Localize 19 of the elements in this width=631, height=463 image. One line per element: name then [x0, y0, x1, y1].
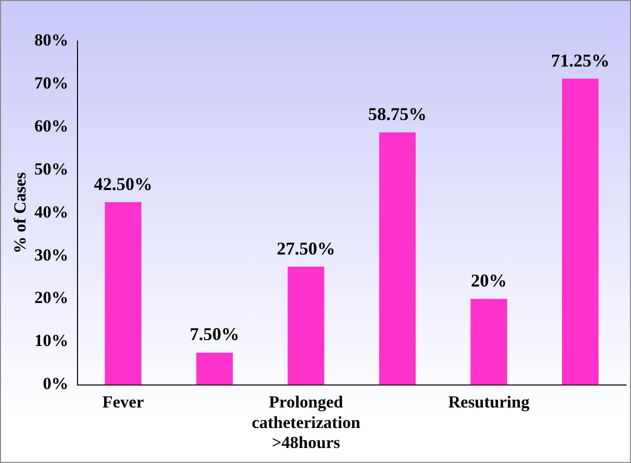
- y-tick-label: 70%: [34, 73, 68, 92]
- y-tick-label: 80%: [34, 30, 68, 50]
- data-label: 20%: [470, 270, 507, 291]
- y-axis-title: % of Cases: [10, 172, 30, 254]
- y-tick-label: 60%: [34, 116, 68, 136]
- x-tick-label: Resuturing: [448, 392, 530, 412]
- data-label: 42.50%: [94, 174, 152, 194]
- y-tick-label: 30%: [34, 245, 68, 264]
- data-label: 27.50%: [276, 238, 336, 258]
- x-tick-label: Fever: [102, 392, 144, 412]
- data-label: 58.75%: [368, 104, 427, 124]
- data-label: 71.25%: [551, 50, 610, 70]
- y-tick-label: 50%: [34, 159, 68, 178]
- y-tick-label: 0%: [42, 374, 68, 394]
- y-tick-label: 40%: [34, 202, 68, 222]
- x-tick-label: Prolonged catheterization >48hours: [252, 392, 361, 452]
- data-label: 7.50%: [190, 324, 240, 344]
- y-tick-label: 10%: [34, 331, 68, 350]
- y-tick-label: 20%: [34, 288, 68, 308]
